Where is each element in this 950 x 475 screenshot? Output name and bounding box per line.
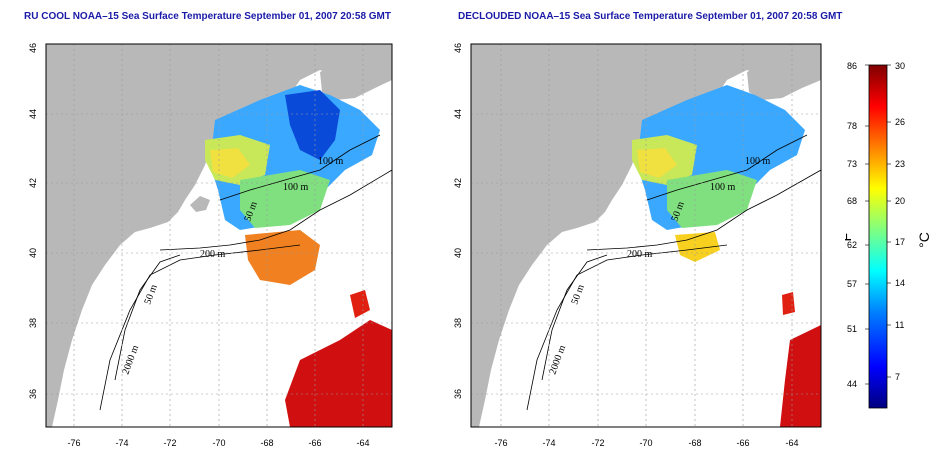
y-tick-label: 40 — [453, 248, 463, 258]
isobath-2000m — [526, 244, 728, 411]
y-tick-label: 38 — [453, 318, 463, 328]
isobath-2000m — [99, 244, 301, 411]
y-tick-label: 38 — [28, 318, 38, 328]
y-tick-label: 40 — [28, 248, 38, 258]
x-tick-label: -72 — [591, 438, 604, 448]
cape-cod — [190, 196, 210, 212]
x-tick-label: -70 — [212, 438, 225, 448]
graticule — [46, 44, 392, 427]
celsius-unit-label: °C — [916, 232, 932, 248]
celsius-tick: 26 — [895, 117, 905, 127]
y-tick-label: 42 — [453, 178, 463, 188]
graticule — [471, 44, 821, 427]
sst-red-patches — [285, 320, 392, 427]
celsius-tick: 23 — [895, 159, 905, 169]
isobath-100m — [646, 134, 808, 201]
left-map: 100 m 100 m 50 m 200 m 50 m 2000 m -76 -… — [28, 43, 393, 448]
x-tick-label: -74 — [542, 438, 555, 448]
contour-label: 200 m — [200, 249, 226, 260]
isobath-50m — [114, 254, 181, 381]
nova-scotia — [320, 50, 392, 100]
x-tick-label: -74 — [115, 438, 128, 448]
contour-label: 100 m — [283, 182, 309, 193]
fahrenheit-tick: 78 — [847, 121, 857, 131]
y-tick-label: 44 — [28, 109, 38, 119]
sst-red-patch-2 — [350, 290, 370, 318]
nova-scotia — [747, 50, 821, 100]
celsius-tick: 7 — [895, 372, 900, 382]
sst-red-patch-2 — [782, 292, 795, 315]
sst-yellow — [637, 148, 677, 178]
x-tick-label: -64 — [785, 438, 798, 448]
sst-cold-core — [285, 90, 340, 160]
sst-yellow-south — [675, 232, 720, 262]
x-tick-label: -66 — [308, 438, 321, 448]
map-frame — [470, 43, 822, 428]
left-map-title: RU COOL NOAA–15 Sea Surface Temperature … — [24, 11, 391, 22]
fahrenheit-tick: 51 — [847, 324, 857, 334]
fahrenheit-tick: 73 — [847, 159, 857, 169]
isobath-100m — [219, 134, 381, 201]
celsius-tick: 20 — [895, 196, 905, 206]
contour-label: 100 m — [710, 182, 736, 193]
x-tick-label: -70 — [639, 438, 652, 448]
sst-yellow — [210, 148, 250, 178]
fahrenheit-tick: 57 — [847, 279, 857, 289]
land-mass — [471, 44, 821, 427]
contour-label: 200 m — [627, 249, 653, 260]
x-tick-label: -64 — [356, 438, 369, 448]
celsius-tick: 14 — [895, 278, 905, 288]
fahrenheit-tick: 44 — [847, 379, 857, 389]
fahrenheit-tick: 86 — [847, 61, 857, 71]
x-tick-label: -68 — [260, 438, 273, 448]
sst-orange-south — [245, 230, 320, 285]
contour-label: 100 m — [318, 156, 344, 167]
fahrenheit-unit-label: °F — [845, 233, 854, 247]
isobath-200m — [159, 169, 392, 251]
colorbar-bar — [868, 64, 888, 409]
celsius-tick: 11 — [895, 320, 904, 330]
right-map-title: DECLOUDED NOAA–15 Sea Surface Temperatur… — [458, 11, 843, 22]
y-tick-label: 42 — [28, 178, 38, 188]
map-frame — [45, 43, 393, 428]
y-tick-label: 36 — [28, 389, 38, 399]
celsius-tick: 17 — [895, 237, 905, 247]
fahrenheit-tick: 62 — [847, 240, 857, 250]
celsius-tick: 30 — [895, 61, 905, 71]
sst-shelf-green — [240, 170, 330, 228]
x-tick-label: -72 — [163, 438, 176, 448]
y-tick-label: 46 — [28, 43, 38, 53]
colorbar-ticks — [865, 64, 891, 385]
x-tick-label: -66 — [736, 438, 749, 448]
colorbar: 86 78 73 68 62 57 51 44 30 26 23 20 17 1… — [845, 61, 932, 409]
x-tick-label: -76 — [67, 438, 80, 448]
contour-label: 100 m — [745, 156, 771, 167]
x-tick-label: -68 — [688, 438, 701, 448]
y-tick-label: 46 — [453, 43, 463, 53]
sst-shelf-green — [667, 170, 757, 228]
land-mass — [46, 44, 392, 427]
fahrenheit-tick: 68 — [847, 196, 857, 206]
sst-red-patch — [780, 325, 821, 427]
right-map: 100 m 100 m 50 m 200 m 50 m 2000 m -76 -… — [453, 43, 822, 448]
y-tick-label: 36 — [453, 389, 463, 399]
isobath-50m — [541, 254, 608, 381]
isobath-200m — [586, 169, 821, 251]
x-tick-label: -76 — [494, 438, 507, 448]
y-tick-label: 44 — [453, 109, 463, 119]
